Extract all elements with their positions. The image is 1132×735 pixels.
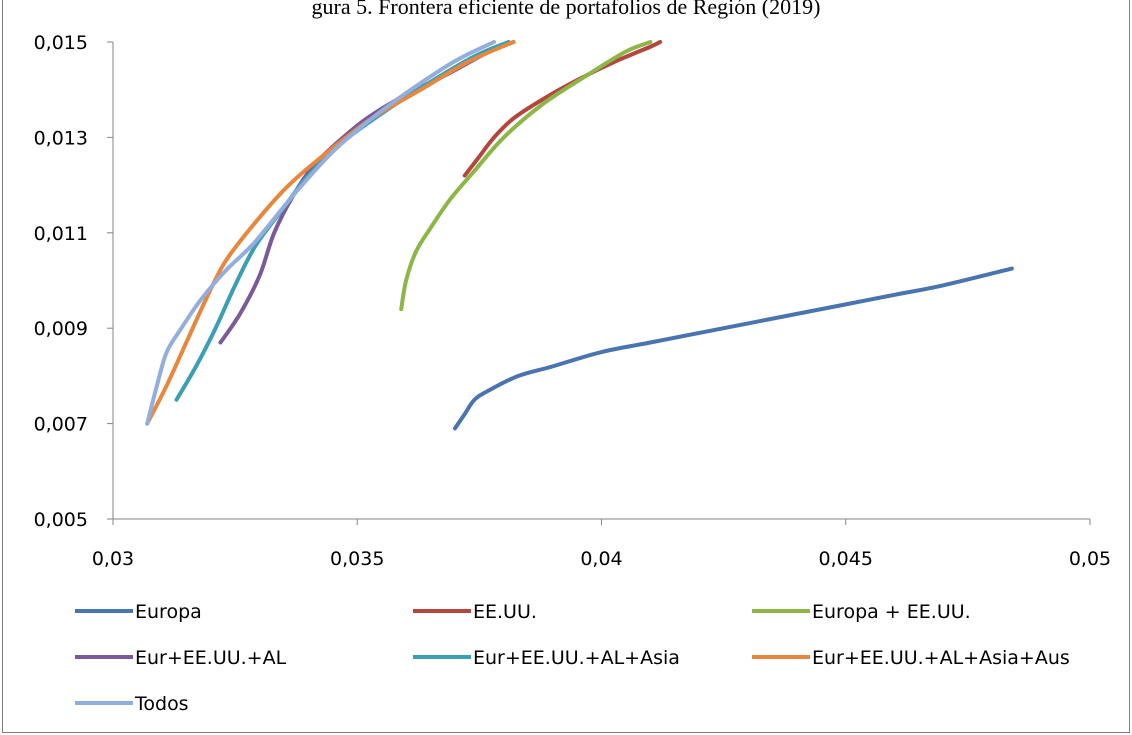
legend-label-eur-ee-uu-al: Eur+EE.UU.+AL: [135, 647, 287, 669]
series-line-eur-ee-uu-al: [218, 40, 516, 345]
axes: 0,005 0,007 0,009 0,011 0,013 0,015 0,03 0,035 0…: [34, 32, 1112, 570]
y-tick-label: 0,015: [34, 32, 88, 54]
series-line-eur-ee-uu-al-asia-aus: [145, 40, 516, 426]
x-tick-label: 0,045: [819, 548, 873, 570]
series-line-europa: [452, 266, 1014, 431]
y-tick-label: 0,005: [34, 509, 88, 531]
y-tick-label: 0,007: [34, 414, 88, 436]
series-line-todos: [145, 40, 497, 426]
series-line-eur-ee-uu-al-asia: [174, 40, 511, 402]
series-line-ee-uu: [462, 40, 663, 178]
y-tick-label: 0,009: [34, 318, 88, 340]
x-tick-label: 0,035: [330, 548, 384, 570]
x-tick-label: 0,04: [580, 548, 622, 570]
series-layer: [145, 40, 1014, 431]
chart-title: gura 5. Frontera eficiente de portafolio…: [311, 0, 821, 19]
y-tick-label: 0,013: [34, 127, 88, 149]
y-tick-label: 0,011: [34, 223, 88, 245]
legend-label-eur-ee-uu-al-asia-aus: Eur+EE.UU.+AL+Asia+Aus: [812, 647, 1070, 669]
series-line-europa-ee-uu: [399, 40, 653, 312]
legend: Europa EE.UU. Europa + EE.UU. Eur+EE.UU.+AL…: [75, 601, 1070, 715]
legend-label-eur-ee-uu-al-asia: Eur+EE.UU.+AL+Asia: [473, 647, 680, 669]
legend-label-ee-uu: EE.UU.: [473, 601, 537, 623]
legend-label-europa: Europa: [135, 601, 202, 623]
legend-label-europa-ee-uu: Europa + EE.UU.: [812, 601, 971, 623]
x-tick-label: 0,05: [1069, 548, 1111, 570]
x-tick-label: 0,03: [92, 548, 134, 570]
legend-label-todos: Todos: [134, 693, 189, 715]
